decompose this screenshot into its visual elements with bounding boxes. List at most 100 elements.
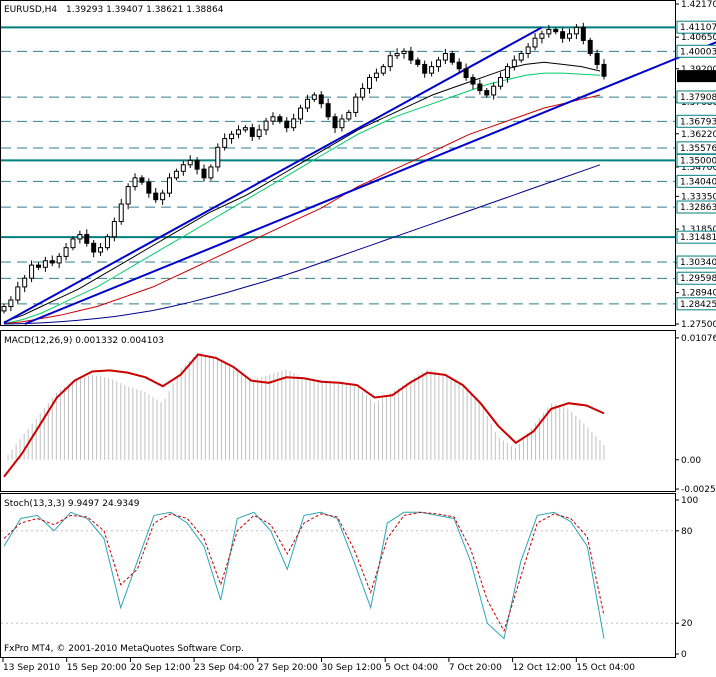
channel-upper-line [3,26,543,324]
candle-body [539,33,545,39]
time-tick-label: 27 Sep 20:00 [258,663,318,673]
level-label: 1.31481 [680,233,716,243]
candle-body [22,277,28,288]
candle-body [456,61,462,70]
macd-plot [3,353,605,478]
price-tick-label: 1.33350 [681,192,716,202]
current-price-tag [677,70,716,83]
candle-body [415,59,421,65]
candle-body [42,260,48,268]
candle-body [118,203,124,222]
copyright: FxPro MT4, © 2001-2010 MetaQuotes Softwa… [4,644,244,654]
candle-body [304,98,310,109]
candle-body [477,83,483,92]
time-tick-label: 20 Sep 12:00 [130,663,190,673]
time-tick-label: 12 Oct 12:00 [513,663,572,673]
candle-body [325,103,331,118]
candle-body [104,236,110,249]
candle-body [367,77,373,89]
stoch-title: Stoch(13,3,3) 9.9497 24.9349 [4,499,140,509]
level-label: 1.32863 [680,203,716,213]
candle-body [373,72,379,79]
level-label-box [676,141,716,155]
candle-body [98,247,104,253]
level-label-box [676,90,716,104]
candle-body [408,50,414,61]
candle-body [580,26,586,41]
candle-body [463,68,469,79]
candle-body [422,63,428,74]
level-label-box [676,114,716,128]
candle-body [435,59,441,68]
stoch-plot [1,511,675,640]
macd-signal-line [3,353,605,478]
level-label-box [676,200,716,214]
price-tick-label: 1.27500 [681,320,716,330]
candle-body [573,26,579,35]
level-label: 1.30340 [680,258,716,268]
level-label: 1.35000 [680,156,716,166]
candle-body [160,192,166,201]
price-axis: 1.421701.406501.392001.376801.362201.347… [675,0,716,330]
candle-body [567,33,573,39]
trend-channel [3,26,716,325]
candle-body [270,116,276,122]
candle-body [504,66,510,79]
macd-tick-label: 0.010768 [681,334,716,344]
candles [1,22,607,314]
price-tick-label: 1.42170 [681,0,716,10]
candle-body [291,118,297,129]
price-tick-label: 1.28940 [681,289,716,299]
candle-body [242,127,248,131]
horizontal-levels [1,26,675,305]
candle-body [277,116,283,122]
time-tick-label: 23 Sep 04:00 [194,663,254,673]
candle-body [194,159,200,170]
candle-body [180,164,186,172]
candle-body [263,120,269,131]
candle-body [353,96,359,113]
level-label: 1.36793 [680,117,716,127]
candle-body [1,306,7,312]
time-tick-label: 7 Oct 20:00 [449,663,502,673]
time-tick-label: 15 Sep 20:00 [67,663,127,673]
price-panel-title: EURUSD,H4 [4,5,57,15]
candle-body [401,50,407,55]
candle-body [146,181,152,194]
stoch-tick-label: 100 [681,496,698,506]
candle-body [84,234,90,244]
time-axis: 13 Sep 2010 15 Sep 20:00 20 Sep 12:00 23 Se… [2,658,635,673]
candle-body [132,177,138,188]
stoch-axis: 100 80 20 0 [675,496,698,660]
current-price-label: 1.38864 [680,72,716,82]
level-label: 1.34040 [680,177,716,187]
candle-body [498,77,504,87]
level-label-box [676,153,716,167]
macd-tick-label: 0.00 [681,456,701,466]
price-panel-frame [0,0,676,326]
level-label: 1.37908 [680,93,716,103]
candle-body [346,111,352,120]
level-label: 1.28425 [680,300,716,310]
candle-body [249,127,255,137]
candle-body [215,146,221,168]
candle-body [332,116,338,129]
candle-body [546,29,552,35]
candle-body [111,220,117,238]
candle-body [594,53,600,65]
candle-body [429,66,435,74]
time-tick-label: 30 Sep 12:00 [322,663,382,673]
candle-body [63,247,69,257]
candle-body [311,94,317,100]
macd-title: MACD(12,26,9) 0.001332 0.004103 [4,336,164,346]
time-tick-label: 15 Oct 04:00 [576,663,635,673]
level-label: 1.40003 [680,47,716,57]
candle-body [235,129,241,135]
stoch-panel-frame [0,493,676,658]
candle-body [601,63,607,77]
stoch-tick-label: 0 [681,650,687,660]
level-label: 1.41107 [680,23,716,33]
candle-body [125,186,131,205]
